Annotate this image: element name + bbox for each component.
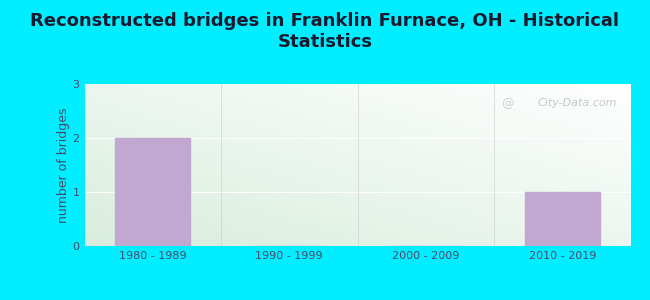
Text: @: @: [501, 97, 514, 110]
Bar: [115, 138, 190, 246]
Text: Reconstructed bridges in Franklin Furnace, OH - Historical
Statistics: Reconstructed bridges in Franklin Furnac…: [31, 12, 619, 51]
Y-axis label: number of bridges: number of bridges: [57, 107, 70, 223]
Text: City-Data.com: City-Data.com: [538, 98, 618, 108]
Bar: [525, 192, 600, 246]
